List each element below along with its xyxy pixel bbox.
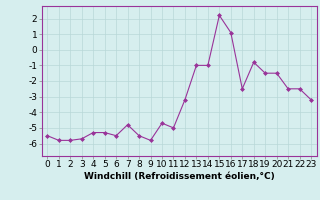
X-axis label: Windchill (Refroidissement éolien,°C): Windchill (Refroidissement éolien,°C) — [84, 172, 275, 181]
